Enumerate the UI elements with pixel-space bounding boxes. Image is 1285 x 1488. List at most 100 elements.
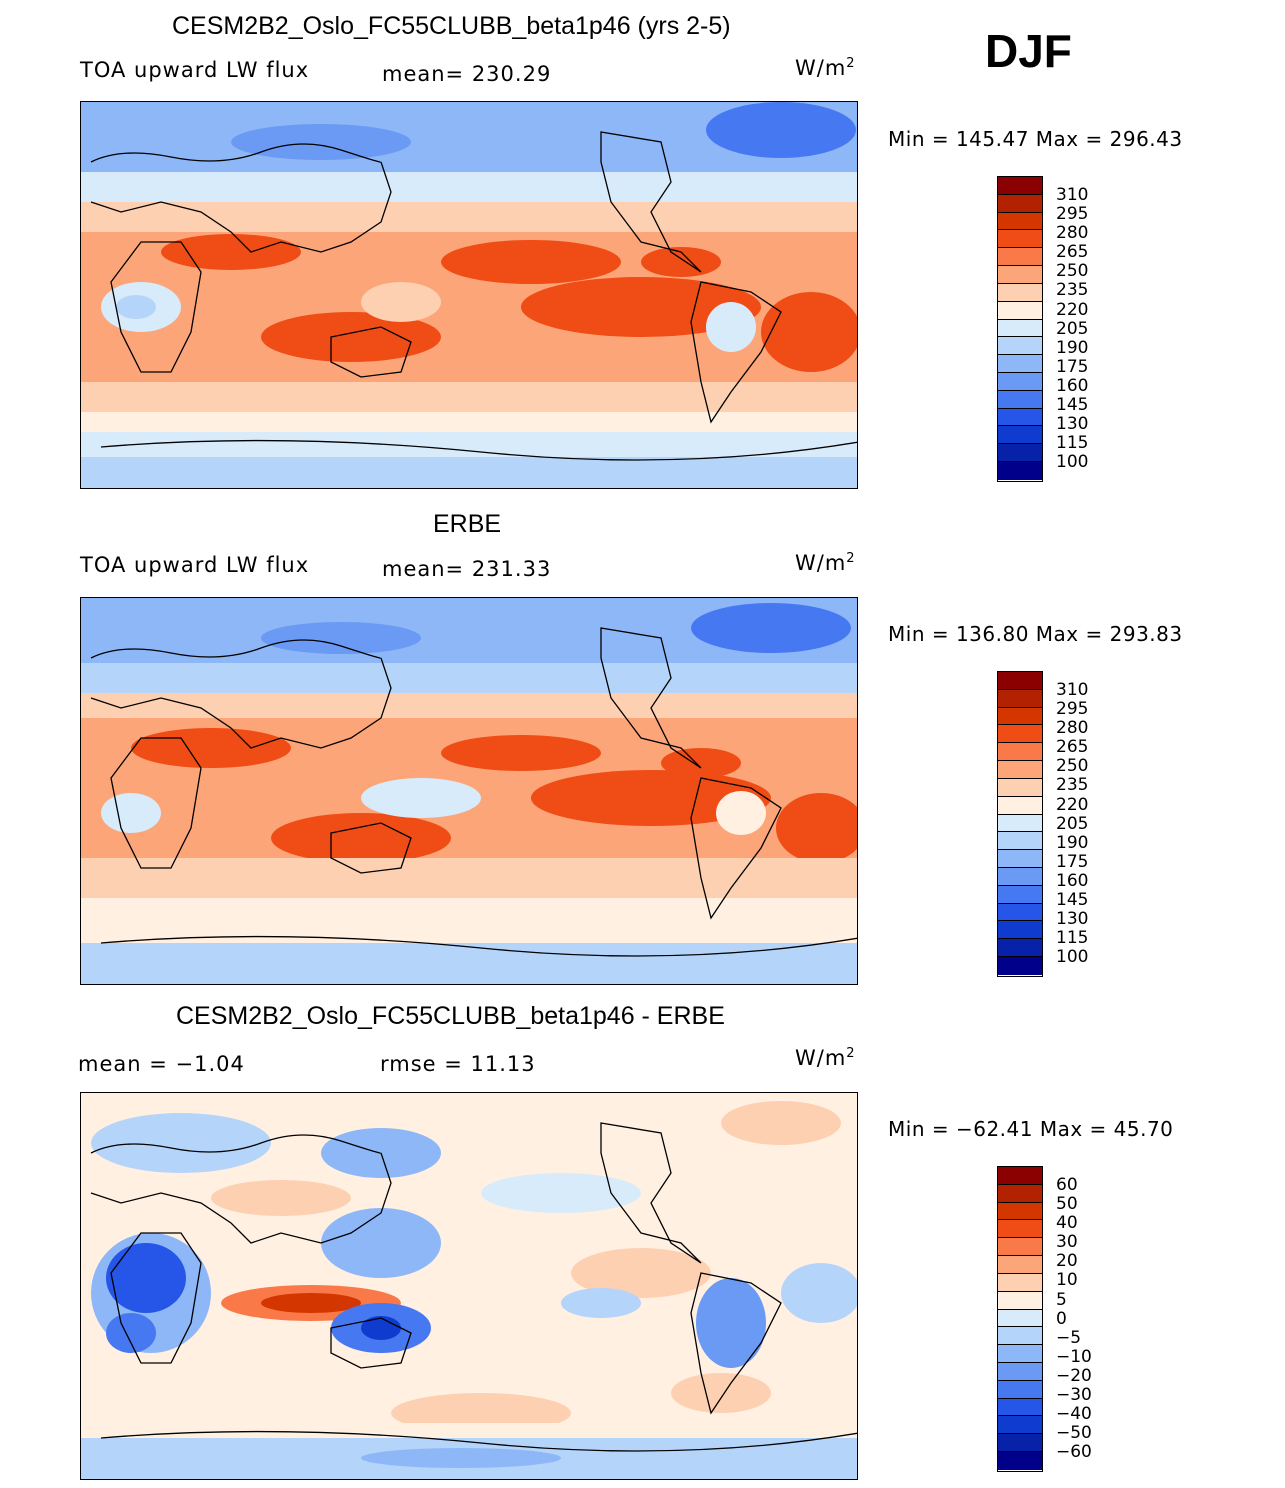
- colorbar-swatch: [998, 903, 1042, 922]
- colorbar-tick-label: 145: [1056, 395, 1089, 416]
- colorbar-tick-label: 115: [1056, 928, 1089, 949]
- panel-3-map: [80, 1092, 858, 1480]
- colorbar-tick-label: 220: [1056, 299, 1089, 320]
- colorbar-tick-label: −50: [1056, 1423, 1092, 1444]
- colorbar-swatch: [998, 1238, 1042, 1257]
- panel-2-map: [80, 597, 858, 985]
- colorbar-swatch: [998, 444, 1042, 462]
- panel-3-colorbar: [997, 1166, 1043, 1472]
- colorbar-swatch: [998, 796, 1042, 815]
- colorbar-swatch: [998, 319, 1042, 338]
- colorbar-swatch: [998, 725, 1042, 744]
- colorbar-swatch: [998, 672, 1042, 690]
- panel-1-units: W/m2: [795, 56, 856, 80]
- colorbar-swatch: [998, 355, 1042, 373]
- colorbar-tick-label: 265: [1056, 737, 1089, 758]
- colorbar-swatch: [998, 689, 1042, 708]
- colorbar-tick-label: 130: [1056, 414, 1089, 435]
- colorbar-swatch: [998, 390, 1042, 409]
- colorbar-tick-label: 0: [1056, 1308, 1067, 1329]
- colorbar-swatch: [998, 707, 1042, 726]
- colorbar-swatch: [998, 462, 1042, 480]
- colorbar-tick-label: −60: [1056, 1442, 1092, 1463]
- colorbar-tick-label: 60: [1056, 1175, 1078, 1195]
- colorbar-tick-label: 40: [1056, 1213, 1078, 1234]
- panel-3-units: W/m2: [795, 1046, 856, 1070]
- colorbar-swatch: [998, 1202, 1042, 1221]
- colorbar-swatch: [998, 885, 1042, 904]
- panel-1-colorbar: [997, 176, 1043, 482]
- colorbar-swatch: [998, 1452, 1042, 1470]
- colorbar-tick-label: 100: [1056, 452, 1089, 473]
- colorbar-tick-label: 295: [1056, 204, 1089, 225]
- panel-2-units: W/m2: [795, 551, 856, 575]
- colorbar-swatch: [998, 1362, 1042, 1381]
- colorbar-tick-label: 115: [1056, 433, 1089, 454]
- colorbar-tick-label: 235: [1056, 775, 1089, 796]
- panel-1-title: CESM2B2_Oslo_FC55CLUBB_beta1p46 (yrs 2-5…: [172, 12, 731, 40]
- colorbar-swatch: [998, 248, 1042, 267]
- colorbar-tick-label: 175: [1056, 356, 1089, 377]
- colorbar-swatch: [998, 372, 1042, 391]
- colorbar-tick-label: 160: [1056, 870, 1089, 891]
- panel-3-colorbar-labels: 60 50 40 30 20 10 5 0 −5 −10 −20 −30 −40 −50 −60: [1056, 1175, 1092, 1463]
- colorbar-swatch: [998, 957, 1042, 975]
- colorbar-swatch: [998, 939, 1042, 957]
- colorbar-swatch: [998, 177, 1042, 195]
- colorbar-swatch: [998, 867, 1042, 886]
- colorbar-tick-label: 310: [1056, 680, 1089, 700]
- panel-2-colorbar-labels: 310 295 280 265 250 235 220 205 190 175 160 145 130 1…: [1056, 680, 1089, 967]
- colorbar-swatch: [998, 194, 1042, 213]
- colorbar-swatch: [998, 761, 1042, 779]
- colorbar-swatch: [998, 921, 1042, 940]
- colorbar-tick-label: 250: [1056, 756, 1089, 777]
- colorbar-tick-label: 295: [1056, 699, 1089, 720]
- colorbar-tick-label: 310: [1056, 185, 1089, 205]
- colorbar-tick-label: 190: [1056, 337, 1089, 358]
- colorbar-swatch: [998, 1220, 1042, 1239]
- colorbar-swatch: [998, 1416, 1042, 1435]
- colorbar-tick-label: −30: [1056, 1385, 1092, 1406]
- panel-1-variable-label: TOA upward LW flux: [80, 58, 310, 82]
- colorbar-swatch: [998, 266, 1042, 284]
- colorbar-tick-label: 50: [1056, 1194, 1078, 1215]
- panel-1-colorbar-labels: 310 295 280 265 250 235 220 205 190 175 160 145 130 1…: [1056, 185, 1089, 473]
- colorbar-tick-label: 130: [1056, 909, 1089, 930]
- colorbar-swatch: [998, 1291, 1042, 1310]
- colorbar-tick-label: −10: [1056, 1346, 1092, 1367]
- colorbar-swatch: [998, 408, 1042, 427]
- colorbar-swatch: [998, 426, 1042, 445]
- colorbar-tick-label: 280: [1056, 223, 1089, 244]
- colorbar-swatch: [998, 230, 1042, 249]
- panel-3-title: CESM2B2_Oslo_FC55CLUBB_beta1p46 - ERBE: [176, 1002, 725, 1030]
- colorbar-swatch: [998, 283, 1042, 302]
- panel-2-variable-label: TOA upward LW flux: [80, 553, 310, 577]
- colorbar-tick-label: 205: [1056, 813, 1089, 834]
- colorbar-swatch: [998, 1167, 1042, 1185]
- colorbar-tick-label: −5: [1056, 1327, 1082, 1348]
- colorbar-tick-label: 10: [1056, 1270, 1078, 1291]
- season-label: DJF: [985, 25, 1072, 77]
- panel-1-map: [80, 101, 858, 489]
- panel-3-rmse-label: rmse = 11.13: [380, 1052, 536, 1076]
- colorbar-tick-label: 190: [1056, 832, 1089, 853]
- panel-3-minmax: Min = −62.41 Max = 45.70: [888, 1117, 1174, 1141]
- colorbar-tick-label: −40: [1056, 1404, 1092, 1425]
- colorbar-swatch: [998, 743, 1042, 762]
- colorbar-swatch: [998, 1184, 1042, 1203]
- panel-3-mean-label: mean = −1.04: [78, 1052, 245, 1076]
- panel-2-colorbar: [997, 671, 1043, 977]
- colorbar-swatch: [998, 212, 1042, 231]
- colorbar-swatch: [998, 337, 1042, 356]
- colorbar-swatch: [998, 1256, 1042, 1274]
- colorbar-tick-label: 160: [1056, 375, 1089, 396]
- panel-1-mean-label: mean= 230.29: [382, 62, 552, 86]
- colorbar-swatch: [998, 850, 1042, 868]
- colorbar-tick-label: 235: [1056, 280, 1089, 301]
- colorbar-swatch: [998, 1345, 1042, 1363]
- panel-1-minmax: Min = 145.47 Max = 296.43: [888, 127, 1183, 151]
- colorbar-swatch: [998, 1434, 1042, 1452]
- colorbar-tick-label: 205: [1056, 318, 1089, 339]
- panel-2-minmax: Min = 136.80 Max = 293.83: [888, 622, 1183, 646]
- colorbar-tick-label: 220: [1056, 794, 1089, 815]
